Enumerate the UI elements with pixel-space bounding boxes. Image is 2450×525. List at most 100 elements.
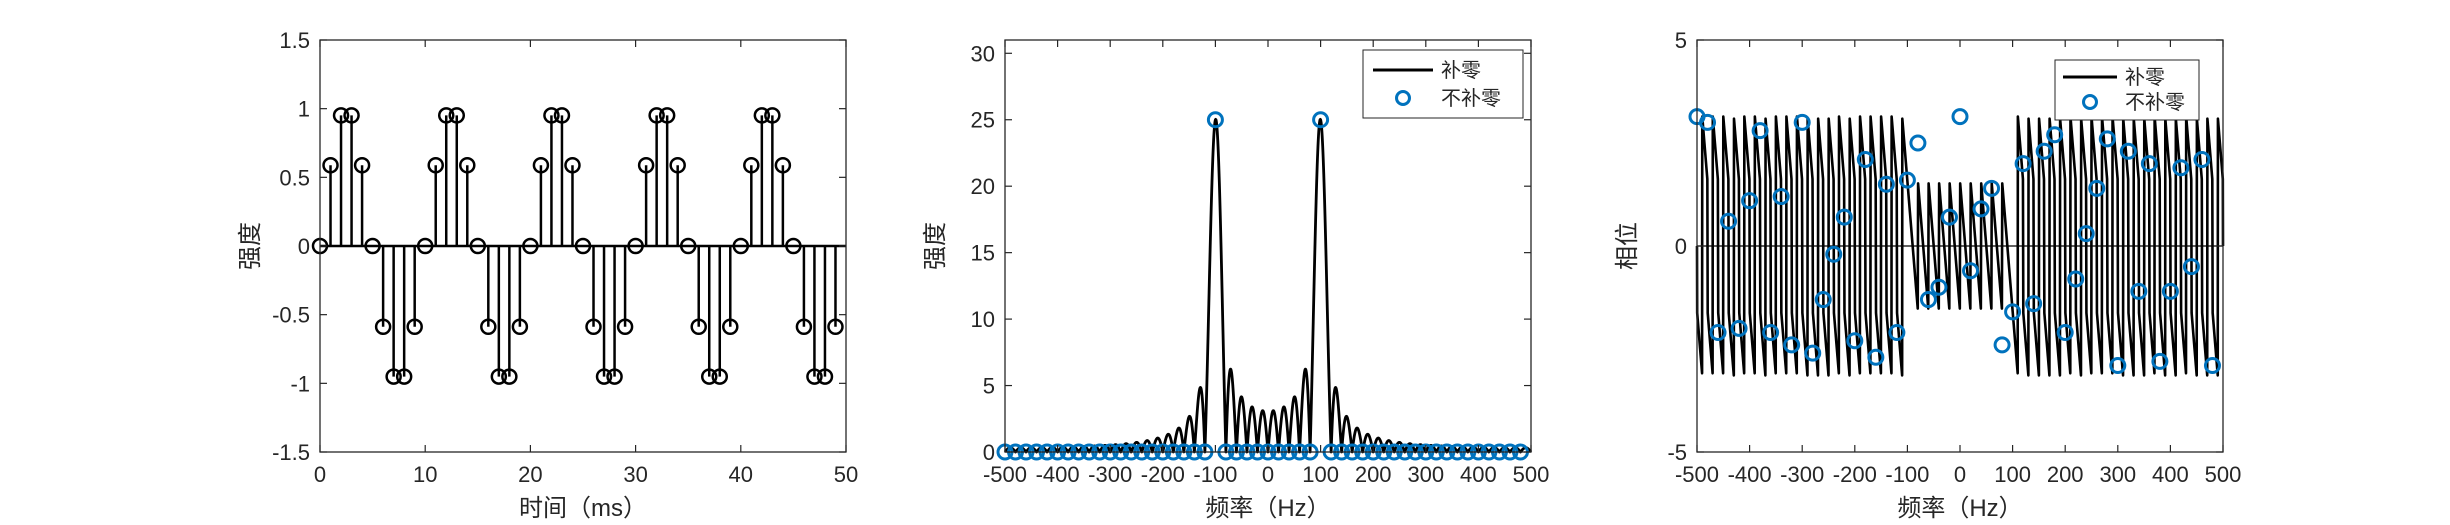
x-tick-label: 300 — [2099, 462, 2136, 487]
x-tick-label: 200 — [1355, 462, 1392, 487]
stem-marker — [416, 237, 434, 255]
y-tick-label: 5 — [1675, 28, 1687, 53]
series-marker-unpadded — [2046, 126, 2064, 144]
series-marker-unpadded — [2098, 130, 2116, 148]
stem-marker — [511, 318, 529, 336]
stem-marker — [690, 318, 707, 336]
plot-3-legend-marker-swatch — [2082, 94, 2098, 110]
x-tick-label: 20 — [518, 462, 542, 487]
series-marker-unpadded — [2193, 150, 2211, 168]
series-marker-unpadded — [1919, 291, 1937, 309]
x-tick-label: -100 — [1885, 462, 1929, 487]
series-marker-unpadded — [2161, 282, 2179, 300]
phase-spectrum-plot: -500 -400 -300 -200 -100 0 100 200 300 400 500 -5 0 5… — [1614, 28, 2241, 522]
stem-marker — [532, 156, 550, 174]
y-tick-label: -5 — [1667, 440, 1687, 465]
y-tick-label: 5 — [983, 374, 995, 399]
plot-1-y-axis-label: 强度 — [237, 222, 264, 270]
series-marker-unpadded — [1930, 278, 1948, 296]
series-marker-unpadded — [1206, 111, 1224, 129]
series-marker-unpadded — [2088, 179, 2106, 197]
stem-marker — [448, 107, 466, 124]
plot-2-legend-label-unpadded: 不补零 — [1441, 87, 1501, 110]
plot-3-x-axis-label: 频率（Hz） — [1897, 495, 2022, 522]
y-tick-label: 0 — [983, 440, 995, 465]
series-marker-unpadded — [1993, 336, 2011, 354]
stem-marker — [543, 107, 560, 124]
x-tick-label: -500 — [983, 462, 1027, 487]
y-tick-label: 0 — [298, 234, 310, 259]
stem-marker — [501, 368, 518, 385]
stem-marker — [374, 318, 392, 336]
y-tick-label: -1.5 — [272, 440, 310, 465]
stem-marker — [522, 237, 539, 255]
plot-2-y-axis-label: 强度 — [922, 222, 949, 270]
series-marker-unpadded — [1856, 150, 1874, 168]
series-marker-unpadded — [1804, 344, 1822, 362]
magnitude-spectrum-plot: -500 -400 -300 -200 -100 0 100 200 300 400 500 0 5 10… — [922, 39, 1550, 522]
x-tick-label: 0 — [1262, 462, 1274, 487]
y-tick-label: 1.5 — [279, 28, 310, 53]
x-tick-label: -300 — [1780, 462, 1824, 487]
x-tick-label: 200 — [2047, 462, 2084, 487]
stem-marker — [343, 107, 360, 124]
stem-marker — [322, 156, 339, 174]
series-marker-unpadded — [1783, 336, 1801, 354]
plot-3-y-axis-label: 相位 — [1614, 222, 1641, 270]
stem-marker — [406, 318, 423, 336]
plot-3-legend-label-padded: 补零 — [2125, 66, 2165, 89]
stem-marker — [774, 156, 792, 174]
series-marker-unpadded — [1825, 245, 1843, 263]
stem-marker — [648, 107, 665, 124]
x-tick-label: -200 — [1833, 462, 1877, 487]
plot-2-x-axis-label: 频率（Hz） — [1205, 495, 1330, 522]
series-marker-unpadded — [2182, 258, 2200, 276]
stem-marker — [722, 318, 739, 336]
stem-marker — [480, 318, 497, 336]
y-tick-label: 20 — [971, 174, 995, 199]
series-marker-unpadded — [1835, 208, 1853, 226]
y-tick-label: 15 — [971, 241, 995, 266]
plot-2-legend-box — [1362, 49, 1524, 119]
series-marker-unpadded — [1972, 200, 1990, 218]
stem-marker — [332, 107, 350, 124]
series-marker-unpadded — [1312, 111, 1330, 129]
y-tick-label: 25 — [971, 108, 995, 133]
y-tick-label: 1 — [298, 97, 310, 122]
x-tick-label: 500 — [1513, 462, 1550, 487]
x-tick-label: 300 — [1407, 462, 1444, 487]
series-marker-unpadded — [1793, 113, 1811, 131]
y-tick-label: 30 — [971, 41, 995, 66]
series-marker-unpadded — [1951, 108, 1969, 126]
time-domain-stem-plot: 0 10 20 30 40 50 -1.5 -1 -0.5 0 0.5 1 1.5 时间（ms） 强度 — [237, 28, 858, 522]
series-marker-unpadded — [2056, 324, 2074, 342]
stem-marker — [353, 156, 371, 174]
stem-marker — [764, 107, 781, 124]
series-marker-unpadded — [1772, 188, 1790, 206]
x-tick-label: 0 — [314, 462, 326, 487]
x-tick-label: 10 — [413, 462, 437, 487]
stem-marker — [364, 237, 381, 255]
stem-marker — [679, 237, 697, 255]
plot-3-legend: 补零 不补零 — [2054, 59, 2200, 121]
plot-3-legend-label-unpadded: 不补零 — [2125, 91, 2185, 114]
series-line-padded — [1695, 115, 2225, 377]
stem-marker — [700, 368, 718, 385]
series-marker-unpadded — [1909, 134, 1927, 152]
stem-marker — [816, 368, 834, 385]
series-marker-unpadded — [2140, 155, 2158, 173]
series-marker-unpadded — [2077, 225, 2095, 243]
plot-1-x-axis-label: 时间（ms） — [519, 495, 647, 522]
stem-marker — [785, 237, 802, 255]
plot-3-legend-box — [2054, 59, 2200, 121]
x-tick-label: 400 — [1460, 462, 1497, 487]
series-marker-unpadded — [1741, 192, 1759, 210]
y-tick-label: 0.5 — [279, 165, 310, 190]
series-marker-unpadded — [1720, 212, 1738, 230]
stem-marker — [637, 156, 655, 174]
stem-marker — [574, 237, 592, 255]
y-tick-label: -0.5 — [272, 303, 310, 328]
stem-marker — [806, 368, 823, 385]
x-tick-label: -200 — [1141, 462, 1185, 487]
x-tick-label: -400 — [1036, 462, 1080, 487]
